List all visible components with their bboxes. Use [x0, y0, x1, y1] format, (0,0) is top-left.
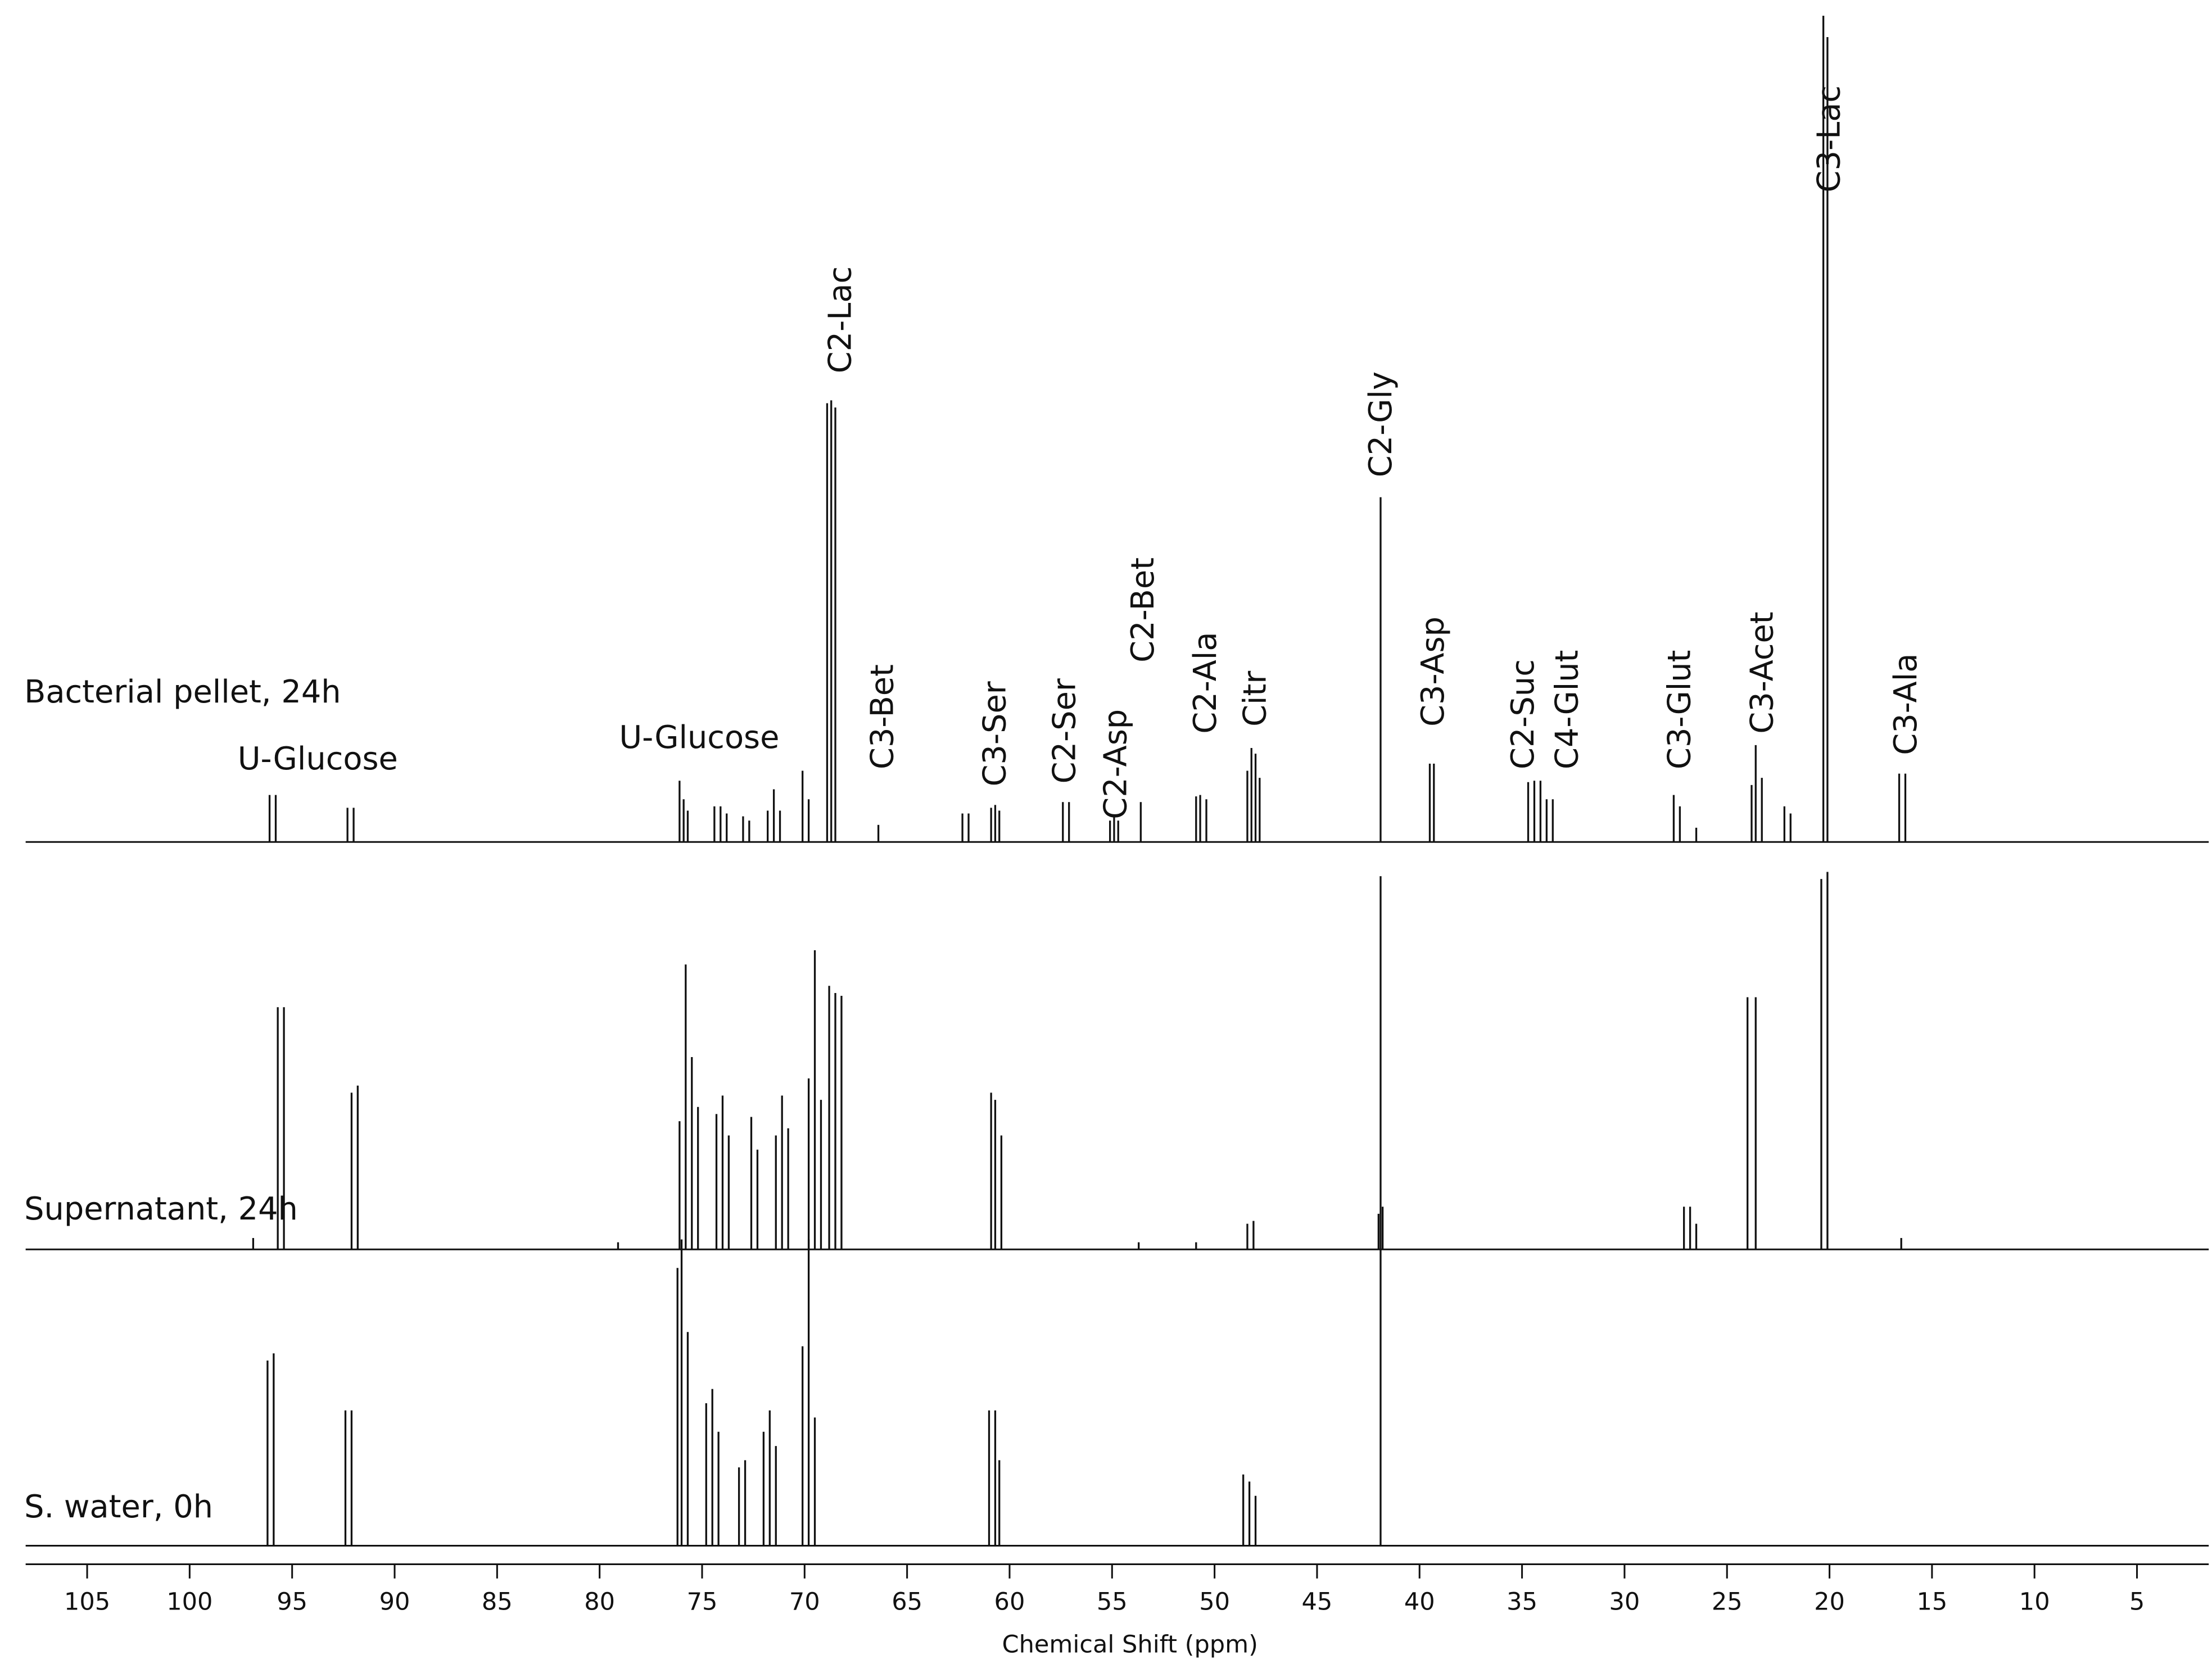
annotation: C2-Bet	[1125, 557, 1161, 663]
annotation: Citr	[1237, 671, 1274, 727]
x-tick-label: 60	[994, 1588, 1025, 1616]
x-axis-label: Chemical Shift (ppm)	[1002, 1631, 1257, 1659]
series-label: Supernatant, 24h	[24, 1191, 298, 1227]
annotation: C3-Ser	[977, 681, 1014, 786]
x-tick-label: 85	[482, 1588, 513, 1616]
series-label: Bacterial pellet, 24h	[24, 674, 341, 710]
x-tick-label: 15	[1916, 1588, 1947, 1616]
x-tick-label: 95	[277, 1588, 307, 1616]
annotation: C2-Lac	[822, 266, 859, 373]
x-tick-label: 45	[1302, 1588, 1333, 1616]
x-tick-label: 65	[892, 1588, 922, 1616]
x-tick-label: 30	[1609, 1588, 1640, 1616]
annotation: C2-Ser	[1047, 678, 1083, 783]
x-tick-label: 55	[1097, 1588, 1128, 1616]
x-tick-label: 40	[1404, 1588, 1435, 1616]
x-tick-label: 70	[789, 1588, 820, 1616]
annotation: C2-Ala	[1187, 632, 1224, 733]
x-tick-label: 35	[1507, 1588, 1537, 1616]
annotation: C2-Gly	[1363, 371, 1399, 477]
x-tick-label: 80	[584, 1588, 615, 1616]
annotation: C2-Suc	[1505, 659, 1541, 769]
annotation: C3-Glut	[1661, 650, 1698, 769]
x-tick-label: 50	[1199, 1588, 1230, 1616]
annotation: C3-Acet	[1744, 611, 1780, 733]
x-tick-label: 25	[1712, 1588, 1743, 1616]
x-tick-label: 75	[687, 1588, 718, 1616]
annotation: C4-Glut	[1549, 650, 1585, 769]
annotation: U-Glucose	[619, 719, 779, 756]
x-tick-label: 20	[1814, 1588, 1845, 1616]
annotation: C3-Ala	[1888, 654, 1924, 755]
x-tick-label: 105	[64, 1588, 110, 1616]
series-label: S. water, 0h	[24, 1489, 213, 1525]
x-tick-label: 100	[166, 1588, 212, 1616]
x-tick-label: 90	[379, 1588, 410, 1616]
annotation: C3-Bet	[864, 664, 901, 769]
x-tick-label: 5	[2129, 1588, 2145, 1616]
annotation: U-Glucose	[238, 741, 398, 777]
annotation: C2-Asp	[1098, 709, 1134, 819]
annotation: C3-Lac	[1811, 85, 1847, 192]
annotation: C3-Asp	[1415, 616, 1451, 727]
x-tick-label: 10	[2019, 1588, 2050, 1616]
